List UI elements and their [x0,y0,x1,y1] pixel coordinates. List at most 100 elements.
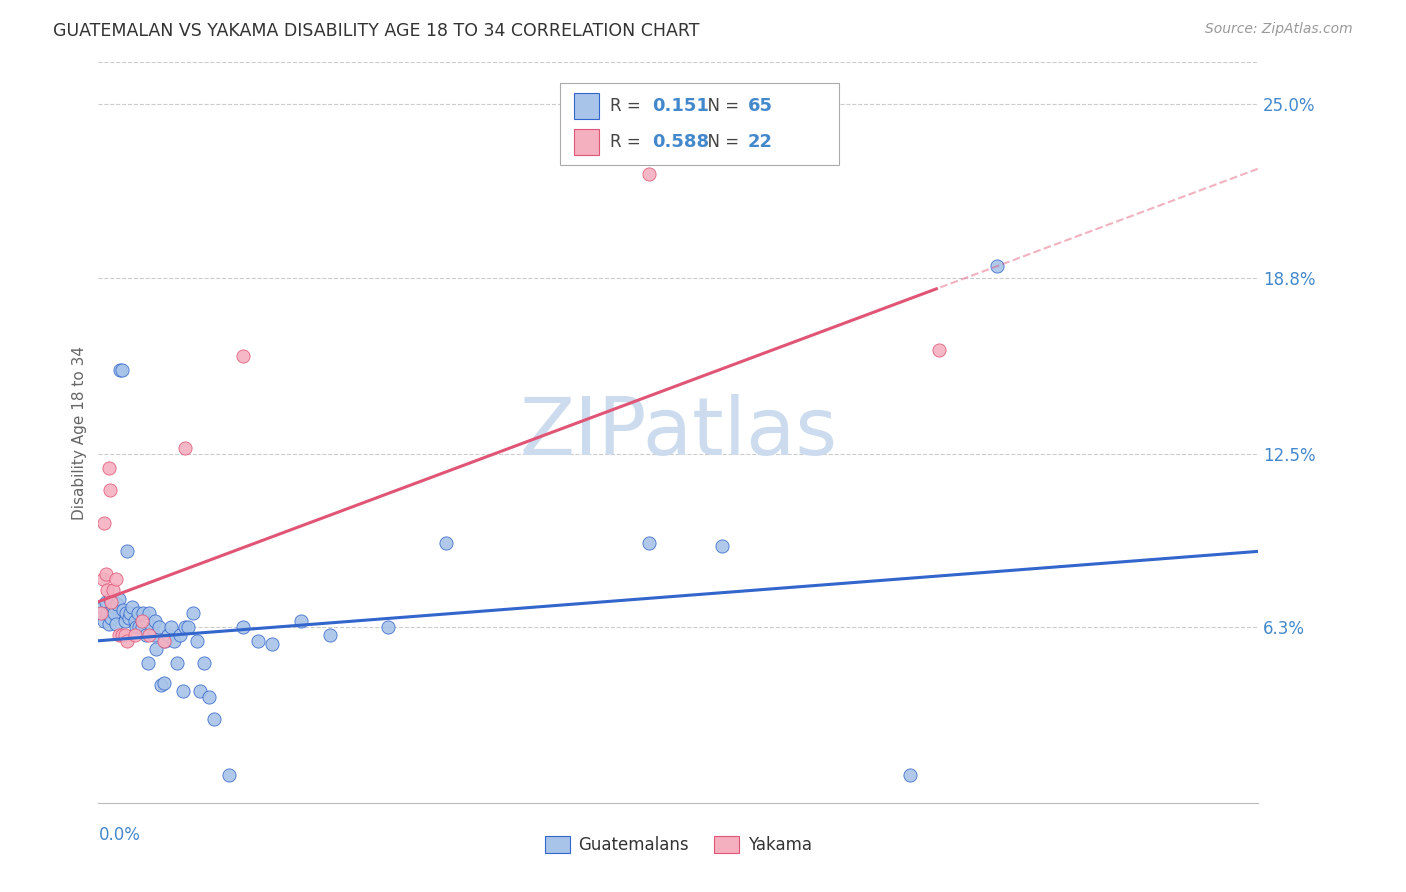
Text: 0.0%: 0.0% [98,827,141,845]
Point [98,483,121,497]
Point [262,636,284,650]
Point [120,606,142,620]
Point [93,516,115,531]
Point [181,606,204,620]
Point [91,572,114,586]
Point [152,675,174,690]
Point [115,606,138,620]
Point [177,620,200,634]
Point [91,600,114,615]
Point [157,628,180,642]
Text: N =: N = [697,133,745,151]
Point [172,684,194,698]
Point [108,363,131,377]
Point [928,343,950,358]
Text: R =: R = [610,97,647,115]
Point [160,620,183,634]
Point [111,628,132,642]
Point [105,598,128,612]
Point [135,628,157,642]
Point [138,606,160,620]
Text: GUATEMALAN VS YAKAMA DISABILITY AGE 18 TO 34 CORRELATION CHART: GUATEMALAN VS YAKAMA DISABILITY AGE 18 T… [53,22,700,40]
Point [163,633,186,648]
Point [101,583,124,598]
Point [107,628,129,642]
Text: N =: N = [697,97,745,115]
Point [377,620,399,634]
Point [186,633,208,648]
Point [142,628,165,642]
Point [638,536,661,550]
Point [100,611,122,625]
Point [153,633,176,648]
Point [143,614,166,628]
Y-axis label: Disability Age 18 to 34: Disability Age 18 to 34 [72,345,87,520]
Point [131,614,153,628]
Point [104,572,127,586]
Point [101,600,124,615]
Point [710,539,733,553]
Point [94,566,117,581]
Point [148,620,170,634]
Point [114,628,136,642]
Point [112,603,135,617]
Point [149,678,172,692]
Point [638,167,661,181]
Point [986,260,1008,274]
Point [127,606,149,620]
Point [124,628,146,642]
Point [128,620,150,634]
Point [117,544,139,558]
Point [138,628,160,642]
Point [141,620,163,634]
Point [114,614,136,628]
Text: Source: ZipAtlas.com: Source: ZipAtlas.com [1205,22,1353,37]
Point [152,633,174,648]
Point [319,628,342,642]
Point [117,633,139,648]
Point [174,620,197,634]
Text: 65: 65 [748,97,773,115]
Point [197,690,219,704]
Point [111,363,132,377]
Point [132,606,155,620]
Text: 0.588: 0.588 [652,133,710,151]
Point [107,591,129,606]
Point [246,633,269,648]
Point [90,606,112,620]
Text: R =: R = [610,133,647,151]
Point [136,656,159,670]
Point [145,642,167,657]
Point [118,611,141,625]
Point [103,606,125,620]
Point [204,712,226,726]
Point [96,606,118,620]
Point [131,620,153,634]
Point [436,536,458,550]
Point [96,583,118,598]
Point [900,768,922,782]
Point [100,594,122,608]
Point [98,591,121,606]
Point [125,620,148,634]
Point [169,628,191,642]
Point [218,768,240,782]
Point [121,600,143,615]
Point [90,606,112,620]
Text: 0.151: 0.151 [652,97,709,115]
Point [232,620,254,634]
Point [232,349,254,363]
Point [94,594,117,608]
Point [290,614,312,628]
Point [97,617,120,632]
Point [104,617,127,632]
Point [174,441,197,455]
Point [124,614,146,628]
Text: ZIPatlas: ZIPatlas [519,393,838,472]
Legend: Guatemalans, Yakama: Guatemalans, Yakama [538,830,818,861]
Point [97,460,120,475]
Point [188,684,211,698]
Text: 22: 22 [748,133,773,151]
Point [166,656,188,670]
Point [193,656,215,670]
